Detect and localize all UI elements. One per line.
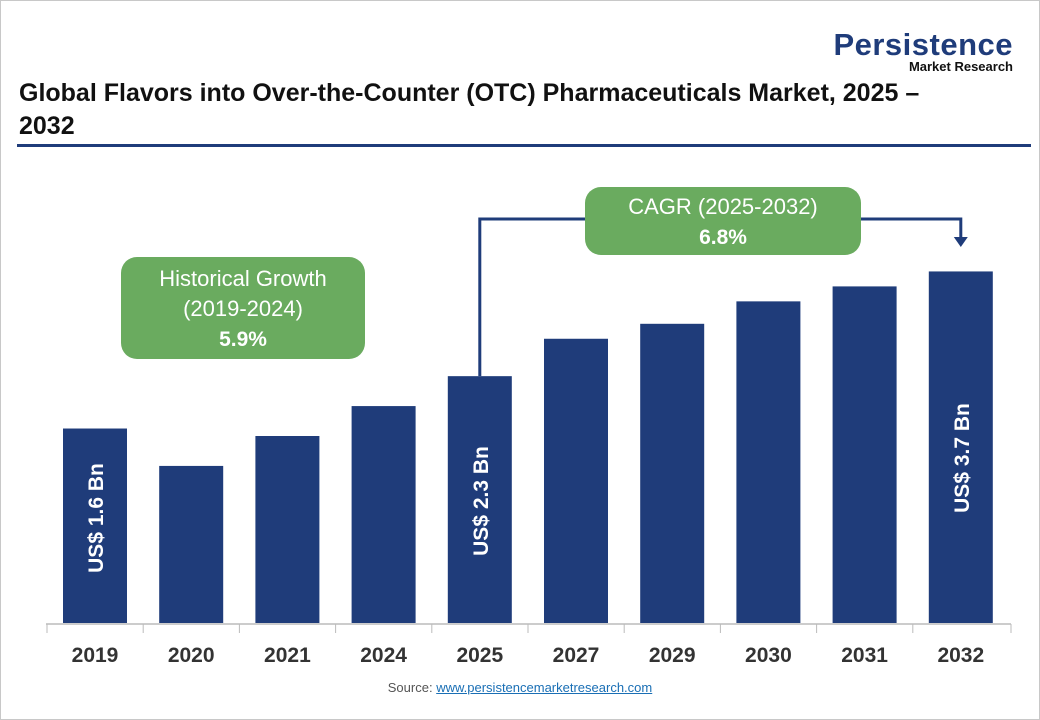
logo-line2: Market Research xyxy=(908,59,1013,74)
source-link[interactable]: www.persistencemarketresearch.com xyxy=(436,680,653,695)
source-label: Source: xyxy=(387,680,433,695)
title-divider xyxy=(17,144,1031,147)
annotation-box-0 xyxy=(121,257,365,359)
cagr-connector-left xyxy=(478,217,585,377)
data-label-2032: US$ 3.7 Bn xyxy=(951,403,974,513)
annotation-box-1 xyxy=(585,187,861,255)
x-tick-label-2025: 2025 xyxy=(456,644,503,667)
bar-2030 xyxy=(736,301,801,623)
bar-2029 xyxy=(640,323,705,623)
bar-2021 xyxy=(255,436,320,623)
x-tick-label-2019: 2019 xyxy=(72,644,119,667)
bar-2019 xyxy=(63,428,127,623)
x-tick-label-2029: 2029 xyxy=(649,644,696,667)
annotation-text: Historical Growth xyxy=(159,266,326,291)
source-line: Source: www.persistencemarketresearch.co… xyxy=(1,680,1039,695)
bar-2032 xyxy=(928,271,993,623)
logo: Persistence Market Research xyxy=(833,27,1013,74)
data-label-2019: US$ 1.6 Bn xyxy=(85,463,108,573)
bar-2020 xyxy=(159,465,224,623)
annotation-text: 6.8% xyxy=(699,226,747,249)
x-tick-label-2031: 2031 xyxy=(841,644,888,667)
x-tick-label-2021: 2021 xyxy=(264,644,311,667)
bar-2031 xyxy=(832,286,897,623)
x-tick-label-2032: 2032 xyxy=(937,644,984,667)
cagr-connector-right xyxy=(861,217,963,239)
x-tick-label-2027: 2027 xyxy=(553,644,600,667)
annotation-text: CAGR (2025-2032) xyxy=(628,194,818,219)
x-tick-label-2024: 2024 xyxy=(360,644,407,667)
x-tick-label-2020: 2020 xyxy=(168,644,215,667)
data-label-2025: US$ 2.3 Bn xyxy=(470,446,493,556)
bar-2025 xyxy=(447,376,512,623)
logo-line1: Persistence xyxy=(833,27,1013,62)
chart-title: Global Flavors into Over-the-Counter (OT… xyxy=(19,79,920,140)
annotation-text: 5.9% xyxy=(219,328,267,351)
bar-2027 xyxy=(544,338,608,623)
annotation-text: (2019-2024) xyxy=(183,296,303,321)
arrow-down-icon xyxy=(953,237,968,247)
bar-2024 xyxy=(351,406,416,623)
x-tick-label-2030: 2030 xyxy=(745,644,792,667)
